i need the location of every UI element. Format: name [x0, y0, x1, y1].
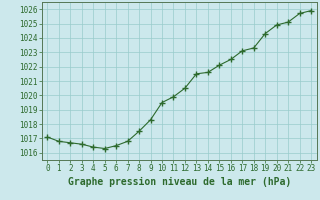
X-axis label: Graphe pression niveau de la mer (hPa): Graphe pression niveau de la mer (hPa)	[68, 177, 291, 187]
